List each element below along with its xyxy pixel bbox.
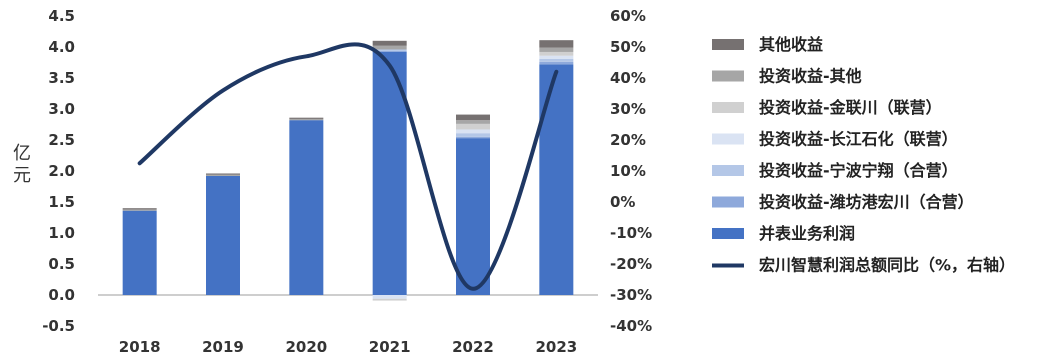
bar-segment [539,51,574,56]
x-tick-label: 2021 [369,338,411,356]
bar-segment [539,61,574,65]
bar-segment [372,295,407,299]
bar-segment [372,50,407,52]
x-tick-label: 2019 [202,338,244,356]
y-tick-label: 0.0 [48,286,75,304]
y-tick-label: 2.5 [48,131,75,149]
y-tick-label: 3.5 [48,69,75,87]
bar-segment [122,210,157,295]
legend-label: 投资收益-其他 [759,67,862,86]
legend-swatch [712,39,744,50]
y2-tick-label: -10% [610,224,652,242]
bar-segment [372,298,407,301]
x-tick-label: 2023 [535,338,577,356]
bar-segment [539,58,574,62]
legend-swatch [712,228,744,239]
bar-segment [206,174,240,176]
legend-label: 宏川智慧利润总额同比（%，右轴） [759,256,1015,275]
series-line [137,42,559,291]
axes: 4.5 4.0 3.5 3.0 2.5 2.0 1.5 1.0 0.5 0.0 -0.5 60% 50%… [13,7,652,356]
legend-label: 其他收益 [759,35,823,54]
bar-segment [456,136,490,139]
y-tick-label: 1.5 [48,193,75,211]
legend-label: 投资收益-宁波宁翔（合营） [759,161,958,180]
legend-label: 投资收益-潍坊港宏川（合营） [759,193,974,212]
y2-tick-label: 60% [610,7,646,25]
legend-swatch [712,102,744,113]
bar-segment [372,40,407,46]
y-tick-label: 4.5 [48,7,75,25]
y-tick-label: 4.0 [48,38,75,56]
x-tick-label: 2020 [285,338,327,356]
bar-segment [456,129,490,134]
bar-segment [539,40,574,48]
bar-segment [456,133,490,137]
line-group [137,42,559,291]
y-axis-title: 亿元 [13,143,31,186]
bar-segment [289,120,324,295]
y-tick-label: 2.0 [48,162,75,180]
bar-segment [289,118,324,121]
y2-tick-label: 0% [610,193,635,211]
bar-segment [456,123,490,130]
legend-label: 并表业务利润 [759,224,855,243]
bar-segment [206,175,240,295]
bar-segment [539,64,574,295]
y2-tick-label: 30% [610,100,646,118]
bar-segment [206,173,240,175]
bar-segment [539,47,574,52]
y2-tick-label: 20% [610,131,646,149]
legend-swatch [712,70,744,82]
bar-segment [122,209,157,211]
bar-segment [372,45,407,50]
y2-tick-label: 40% [610,69,646,87]
y-tick-label: 1.0 [48,224,75,242]
bar-segment [372,49,407,51]
y-tick-label: 3.0 [48,100,75,118]
legend-label: 投资收益-金联川（联营） [759,98,942,117]
y2-tick-label: 50% [610,38,646,56]
bar-segment [456,138,490,295]
legend-swatch [712,165,744,176]
legend-swatch [712,133,744,145]
bar-segment [122,208,157,210]
bar-segment [456,114,490,121]
y2-tick-label: -20% [610,255,652,273]
y-tick-label: 0.5 [48,255,75,273]
y2-tick-label: -30% [610,286,652,304]
y2-tick-label: -40% [610,317,652,335]
legend-label: 投资收益-长江石化（联营） [759,130,958,149]
bar-segment [539,55,574,59]
bar-group [122,40,574,301]
bar-segment [289,117,324,119]
legend-swatch [712,196,744,208]
bar-segment [456,120,490,124]
x-tick-label: 2022 [452,338,494,356]
y2-tick-label: 10% [610,162,646,180]
y-tick-label: -0.5 [42,317,75,335]
x-tick-label: 2018 [119,338,161,356]
